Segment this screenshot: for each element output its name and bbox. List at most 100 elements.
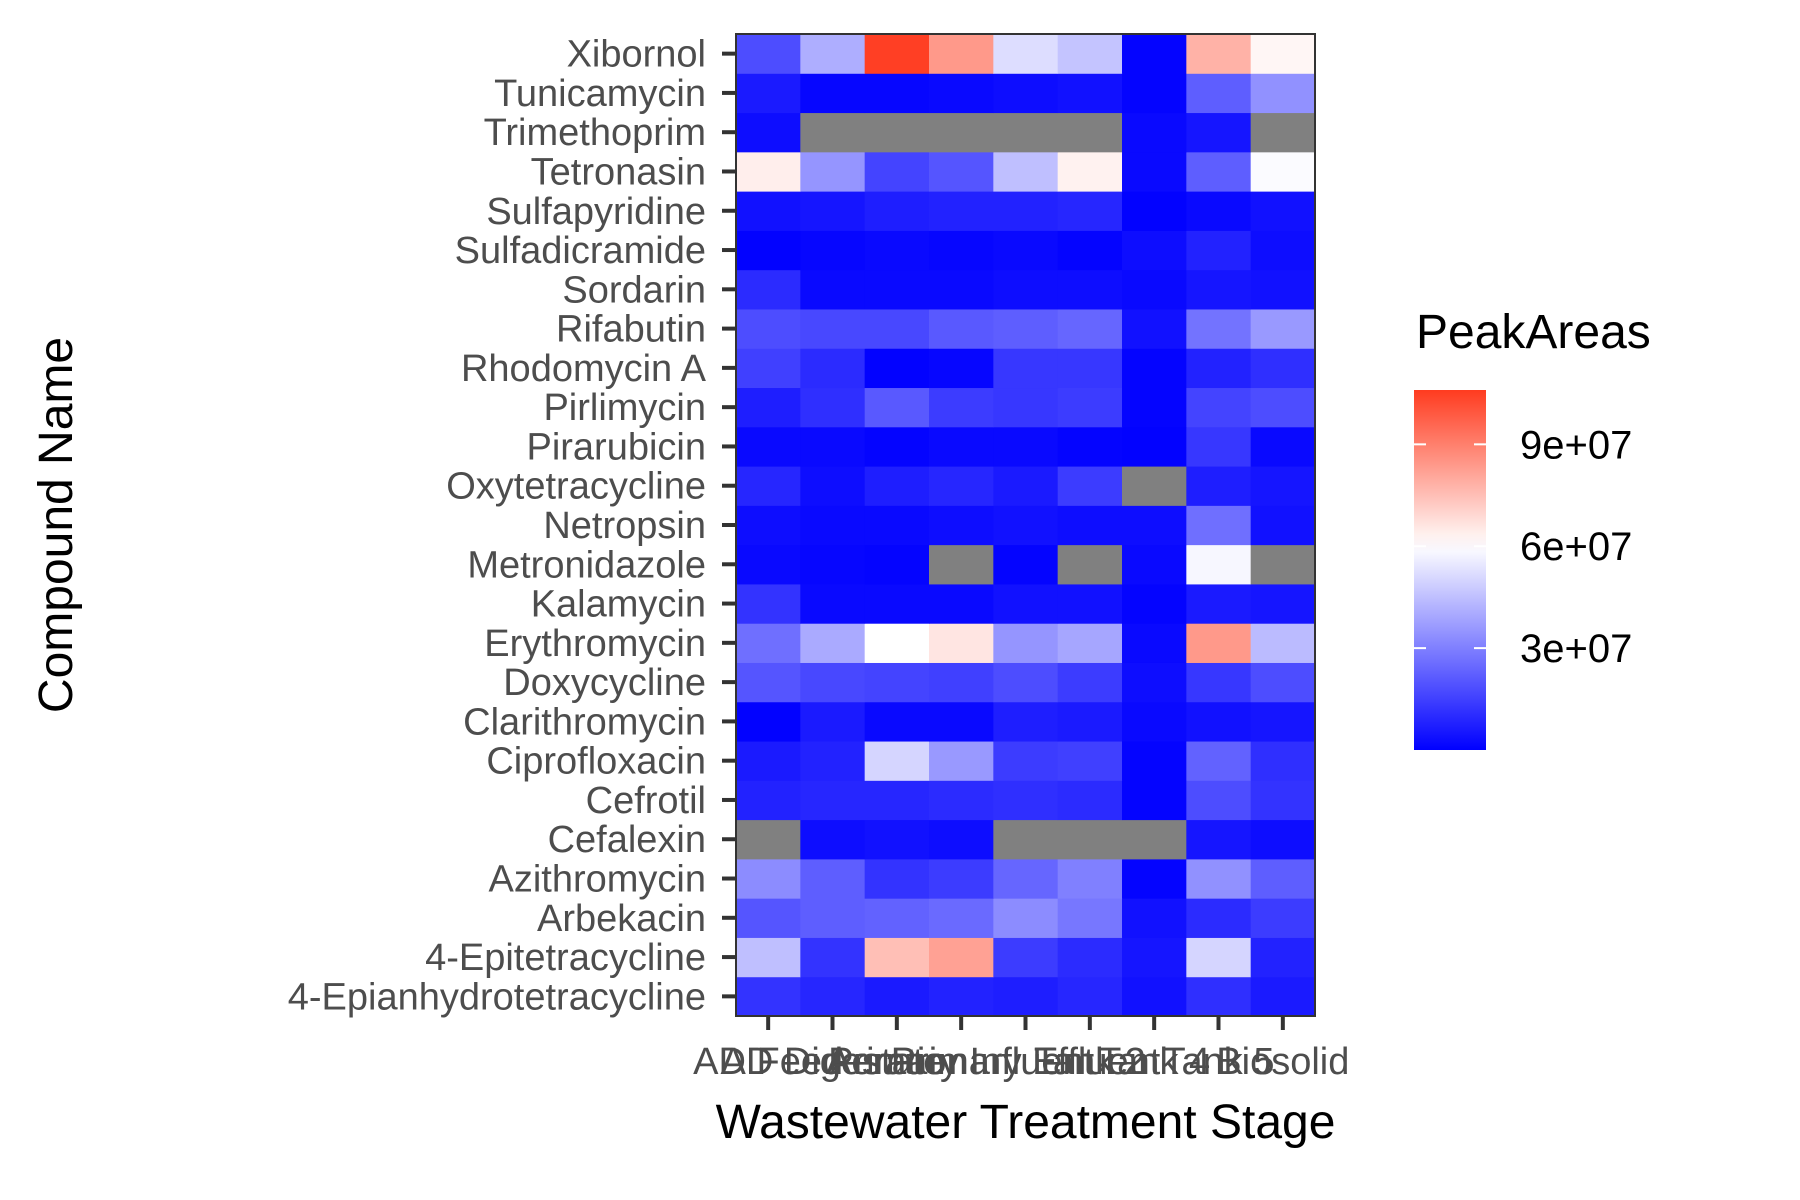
heatmap-cell: [929, 230, 994, 271]
heatmap-cell: [1250, 701, 1316, 742]
heatmap-cell: [993, 976, 1059, 1017]
legend-tick-label: 9e+07: [1520, 423, 1632, 467]
heatmap-cell: [1122, 505, 1187, 546]
heatmap-cell: [993, 898, 1059, 938]
x-tick-label: Aeration: [826, 1041, 968, 1083]
heatmap-cell: [864, 505, 930, 546]
heatmap-cell: [800, 308, 866, 349]
heatmap-cell: [1250, 230, 1316, 271]
heatmap-cell: [929, 73, 994, 114]
heatmap-cell: [864, 387, 930, 428]
heatmap-cell: [929, 269, 994, 310]
heatmap-cell: [1250, 623, 1316, 663]
heatmap-cell: [800, 898, 866, 938]
y-tick-label: Metronidazole: [467, 544, 706, 586]
heatmap-cell: [864, 819, 930, 860]
heatmap-cell: [1057, 269, 1123, 310]
heatmap-cell: [929, 780, 994, 821]
heatmap-cell: [736, 308, 801, 349]
heatmap-cell: [993, 662, 1059, 703]
heatmap-cell: [1250, 583, 1316, 624]
y-tick-label: 4-Epitetracycline: [425, 937, 706, 979]
heatmap-cell: [1122, 544, 1187, 585]
y-axis-title: Compound Name: [30, 337, 83, 713]
heatmap-cell: [993, 387, 1059, 428]
heatmap-cell: [1186, 426, 1252, 467]
heatmap-cell: [993, 426, 1059, 467]
heatmap-cell: [1250, 308, 1316, 349]
heatmap-cell: [736, 269, 801, 310]
heatmap-cell: [1186, 348, 1252, 389]
heatmap-cell: [864, 34, 930, 74]
heatmap-cell: [864, 191, 930, 231]
y-tick-label: Azithromycin: [489, 859, 707, 901]
heatmap-cell: [864, 112, 930, 153]
heatmap-cell: [800, 151, 866, 192]
heatmap-cell: [1186, 858, 1252, 899]
heatmap-cell: [1122, 583, 1187, 624]
heatmap-cell: [1186, 544, 1252, 585]
heatmap-cell: [1186, 112, 1252, 153]
heatmap-cell: [929, 426, 994, 467]
y-tick-label: Trimethoprim: [484, 112, 706, 154]
heatmap-cell: [993, 544, 1059, 585]
heatmap-cell: [1057, 151, 1123, 192]
x-tick-label: Primary Influent: [828, 1041, 1095, 1083]
heatmap-cell: [929, 976, 994, 1017]
heatmap-cell: [864, 858, 930, 899]
heatmap-cell: [736, 151, 801, 192]
y-tick-label: 4-Epianhydrotetracycline: [288, 976, 706, 1018]
heatmap-cell: [1057, 34, 1123, 74]
heatmap-cell: [1250, 741, 1316, 781]
heatmap-cell: [1122, 858, 1187, 899]
heatmap-cell: [1122, 466, 1187, 506]
heatmap-cell: [800, 34, 866, 74]
heatmap-cell: [1122, 898, 1187, 938]
heatmap-cell: [1057, 73, 1123, 114]
heatmap-cell: [1250, 34, 1316, 74]
heatmap-cell: [1250, 544, 1316, 585]
x-axis-title: Wastewater Treatment Stage: [716, 1096, 1336, 1149]
heatmap-cell: [864, 937, 930, 978]
heatmap-cell: [929, 662, 994, 703]
heatmap-cell: [1250, 505, 1316, 546]
heatmap-cell: [1057, 701, 1123, 742]
heatmap-cell: [864, 73, 930, 114]
heatmap-cell: [1057, 741, 1123, 781]
heatmap-cell: [800, 269, 866, 310]
heatmap-cell: [993, 348, 1059, 389]
heatmap-cell: [736, 387, 801, 428]
heatmap-cell: [736, 780, 801, 821]
heatmap-cell: [864, 308, 930, 349]
heatmap-cell: [800, 662, 866, 703]
heatmap-cell: [1186, 387, 1252, 428]
heatmap-cell: [800, 701, 866, 742]
heatmap-cell: [993, 623, 1059, 663]
heatmap-cell: [993, 230, 1059, 271]
heatmap-cell: [1250, 780, 1316, 821]
heatmap-cell: [1186, 269, 1252, 310]
heatmap-cell: [993, 73, 1059, 114]
heatmap-cell: [929, 623, 994, 663]
legend-ticks: 3e+07 6e+07 9e+07: [1414, 423, 1632, 671]
heatmap-cell: [993, 34, 1059, 74]
heatmap-cell: [993, 780, 1059, 821]
heatmap-cell: [993, 858, 1059, 899]
heatmap-cell: [800, 505, 866, 546]
legend-tick-label: 3e+07: [1520, 627, 1632, 671]
heatmap-cell: [1057, 780, 1123, 821]
heatmap-cell: [800, 583, 866, 624]
heatmap-cell: [864, 623, 930, 663]
heatmap-cell: [929, 505, 994, 546]
heatmap-cell: [1057, 308, 1123, 349]
legend: PeakAreas 3e+07 6e+07 9e+07: [1414, 306, 1651, 750]
heatmap-cell: [1186, 466, 1252, 506]
heatmap-cell: [736, 623, 801, 663]
heatmap-cell: [800, 937, 866, 978]
heatmap-cells: [736, 34, 1316, 1017]
heatmap-cell: [864, 583, 930, 624]
heatmap-cell: [1122, 151, 1187, 192]
x-tick-label: Tank 5: [1163, 1041, 1275, 1083]
heatmap-cell: [1057, 466, 1123, 506]
heatmap-cell: [1057, 112, 1123, 153]
